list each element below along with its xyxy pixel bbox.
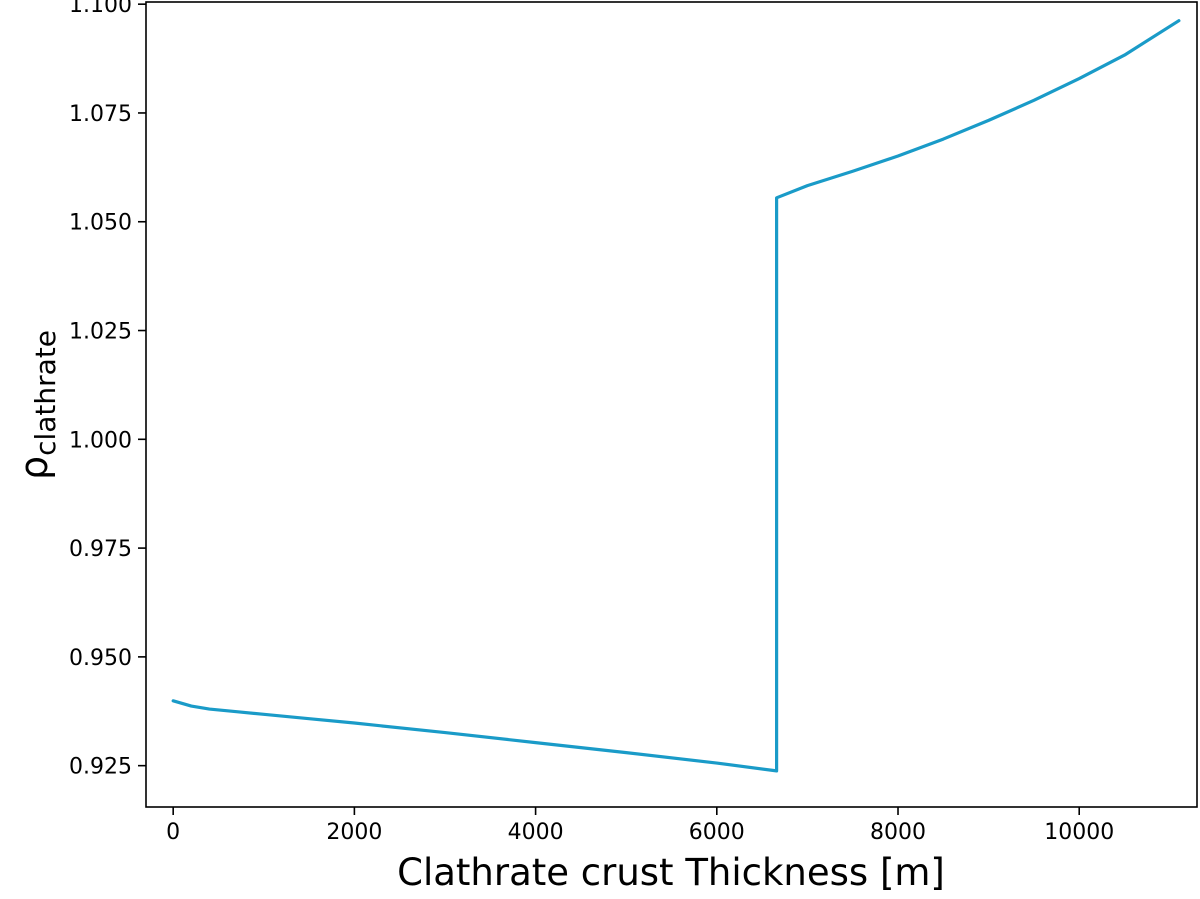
series-line-0 (171, 19, 1181, 773)
y-tick-label: 1.000 (69, 428, 132, 453)
y-tick-label: 1.100 (69, 0, 132, 18)
y-axis-label-subscript: clathrate (29, 330, 62, 456)
x-axis-ticks: 0 2000 4000 6000 8000 10000 (166, 807, 1114, 845)
x-tick-label: 4000 (508, 820, 564, 845)
y-tick-label: 1.025 (69, 320, 132, 345)
x-axis-label: Clathrate crust Thickness [m] (397, 851, 945, 894)
y-axis-label: ρclathrate (12, 330, 62, 480)
y-axis-label-base: ρ (12, 456, 56, 480)
y-tick-label: 0.950 (69, 646, 132, 671)
y-axis-ticks: 0.925 0.950 0.975 1.000 1.025 1.050 1.075 1.100 (69, 0, 146, 780)
plot-frame (145, 1, 1198, 808)
x-tick-label: 10000 (1044, 820, 1114, 845)
y-tick-label: 0.975 (69, 537, 132, 562)
y-tick-label: 1.075 (69, 102, 132, 127)
x-tick-label: 6000 (689, 820, 745, 845)
series-layer (171, 19, 1181, 773)
y-tick-label: 1.050 (69, 211, 132, 236)
x-tick-label: 2000 (326, 820, 382, 845)
x-tick-label: 0 (166, 820, 180, 845)
x-tick-label: 8000 (870, 820, 926, 845)
y-tick-label: 0.925 (69, 755, 132, 780)
